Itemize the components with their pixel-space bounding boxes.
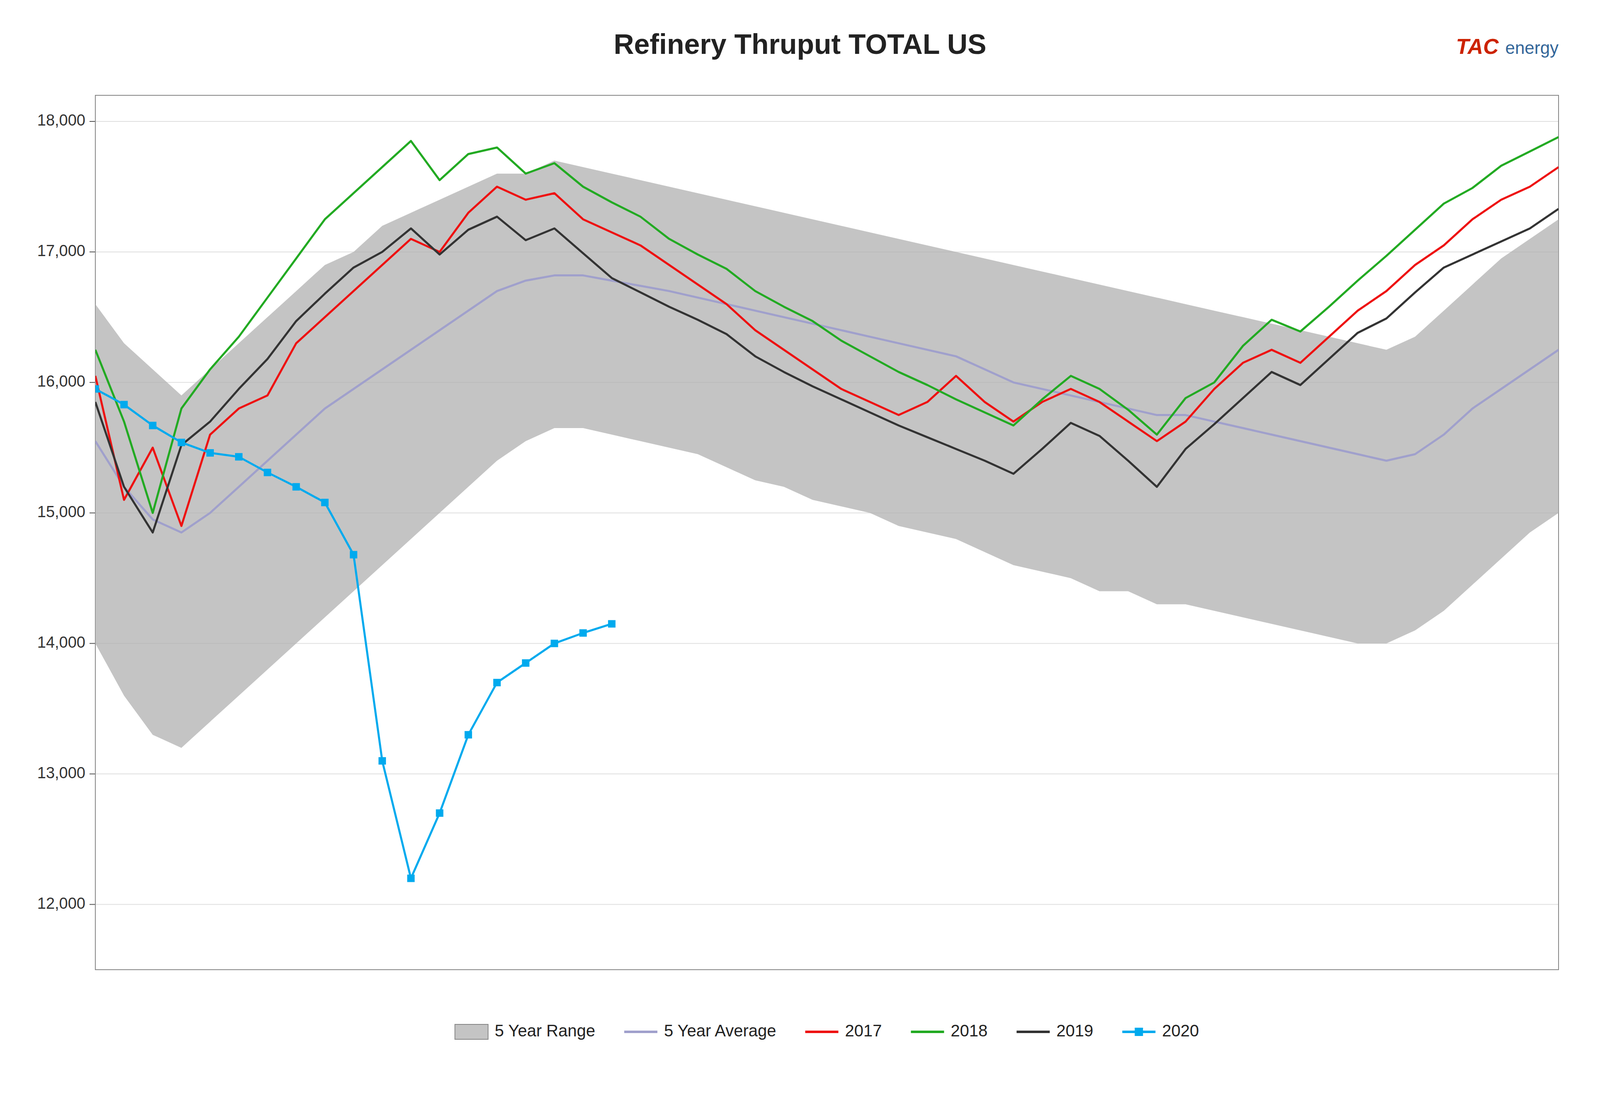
grid-line: [95, 773, 1559, 775]
series-line: [95, 389, 612, 879]
marker: [120, 400, 128, 409]
tick-mark: [89, 904, 96, 906]
marker: [550, 640, 558, 648]
marker: [148, 421, 157, 430]
legend-swatch: [911, 1030, 945, 1034]
series-line: [95, 208, 1559, 533]
plot-frame: [95, 95, 1559, 970]
tick-label: 13,000: [37, 764, 86, 782]
marker: [608, 620, 616, 628]
grid-line: [95, 643, 1559, 645]
tick-label: 14,000: [37, 633, 86, 652]
marker: [235, 453, 243, 461]
grid-line: [95, 904, 1559, 906]
legend-marker: [1134, 1027, 1144, 1037]
legend-item: 5 Year Average: [624, 1021, 777, 1040]
legend-item: 2018: [911, 1021, 988, 1040]
legend-label: 2018: [950, 1021, 988, 1040]
chart: Refinery Thruput TOTAL US energyTAC 12,000…: [0, 0, 1600, 1094]
marker: [493, 678, 501, 687]
series-line: [95, 137, 1559, 514]
legend-label: 5 Year Average: [664, 1021, 777, 1040]
marker: [436, 809, 444, 817]
marker: [263, 468, 272, 477]
marker: [292, 483, 301, 491]
marker: [521, 659, 530, 667]
legend-item: 2019: [1016, 1021, 1094, 1040]
series-line: [95, 167, 1559, 527]
tick-mark: [89, 121, 96, 122]
tick-label: 12,000: [37, 894, 86, 913]
legend-swatch: [1016, 1030, 1050, 1034]
marker: [206, 449, 214, 457]
grid: 12,000 13,000 14,000 15,000 16,000 17,000 18,0…: [37, 111, 1559, 913]
tick-label: 15,000: [37, 503, 86, 521]
annotation: energy: [1505, 38, 1559, 58]
legend-label: 2020: [1162, 1021, 1200, 1040]
grid-line: [95, 121, 1559, 122]
tick-mark: [89, 773, 96, 775]
marker: [464, 731, 473, 739]
marker: [321, 499, 329, 507]
legend-item: 2017: [805, 1021, 883, 1040]
marker: [579, 629, 587, 637]
marker: [349, 551, 358, 559]
legend-label: 5 Year Range: [494, 1021, 595, 1040]
tick-mark: [89, 512, 96, 514]
title: Refinery Thruput TOTAL US: [613, 28, 987, 60]
legend-swatch: [454, 1024, 488, 1040]
tick-mark: [89, 251, 96, 253]
legend-label: 2019: [1056, 1021, 1094, 1040]
legend-item: 2020: [1122, 1021, 1200, 1040]
legend-label: 2017: [845, 1021, 883, 1040]
annotation: TAC: [1456, 34, 1500, 59]
plot-area: [95, 137, 1559, 883]
legend-swatch: [805, 1030, 839, 1034]
tick-label: 16,000: [37, 372, 86, 391]
tick-mark: [89, 643, 96, 645]
tick-label: 17,000: [37, 242, 86, 260]
legend-item: 5 Year Range: [454, 1021, 595, 1040]
series-line: [95, 275, 1559, 533]
legend-swatch: [624, 1030, 658, 1034]
tick-mark: [89, 382, 96, 384]
marker: [378, 757, 386, 765]
tick-label: 18,000: [37, 111, 86, 129]
range-area: [95, 160, 1559, 748]
marker: [177, 438, 186, 447]
legend: 5 Year Range 5 Year Average 2017 2018 2019 20…: [454, 1021, 1199, 1040]
marker: [407, 875, 415, 883]
marker: [95, 385, 100, 393]
